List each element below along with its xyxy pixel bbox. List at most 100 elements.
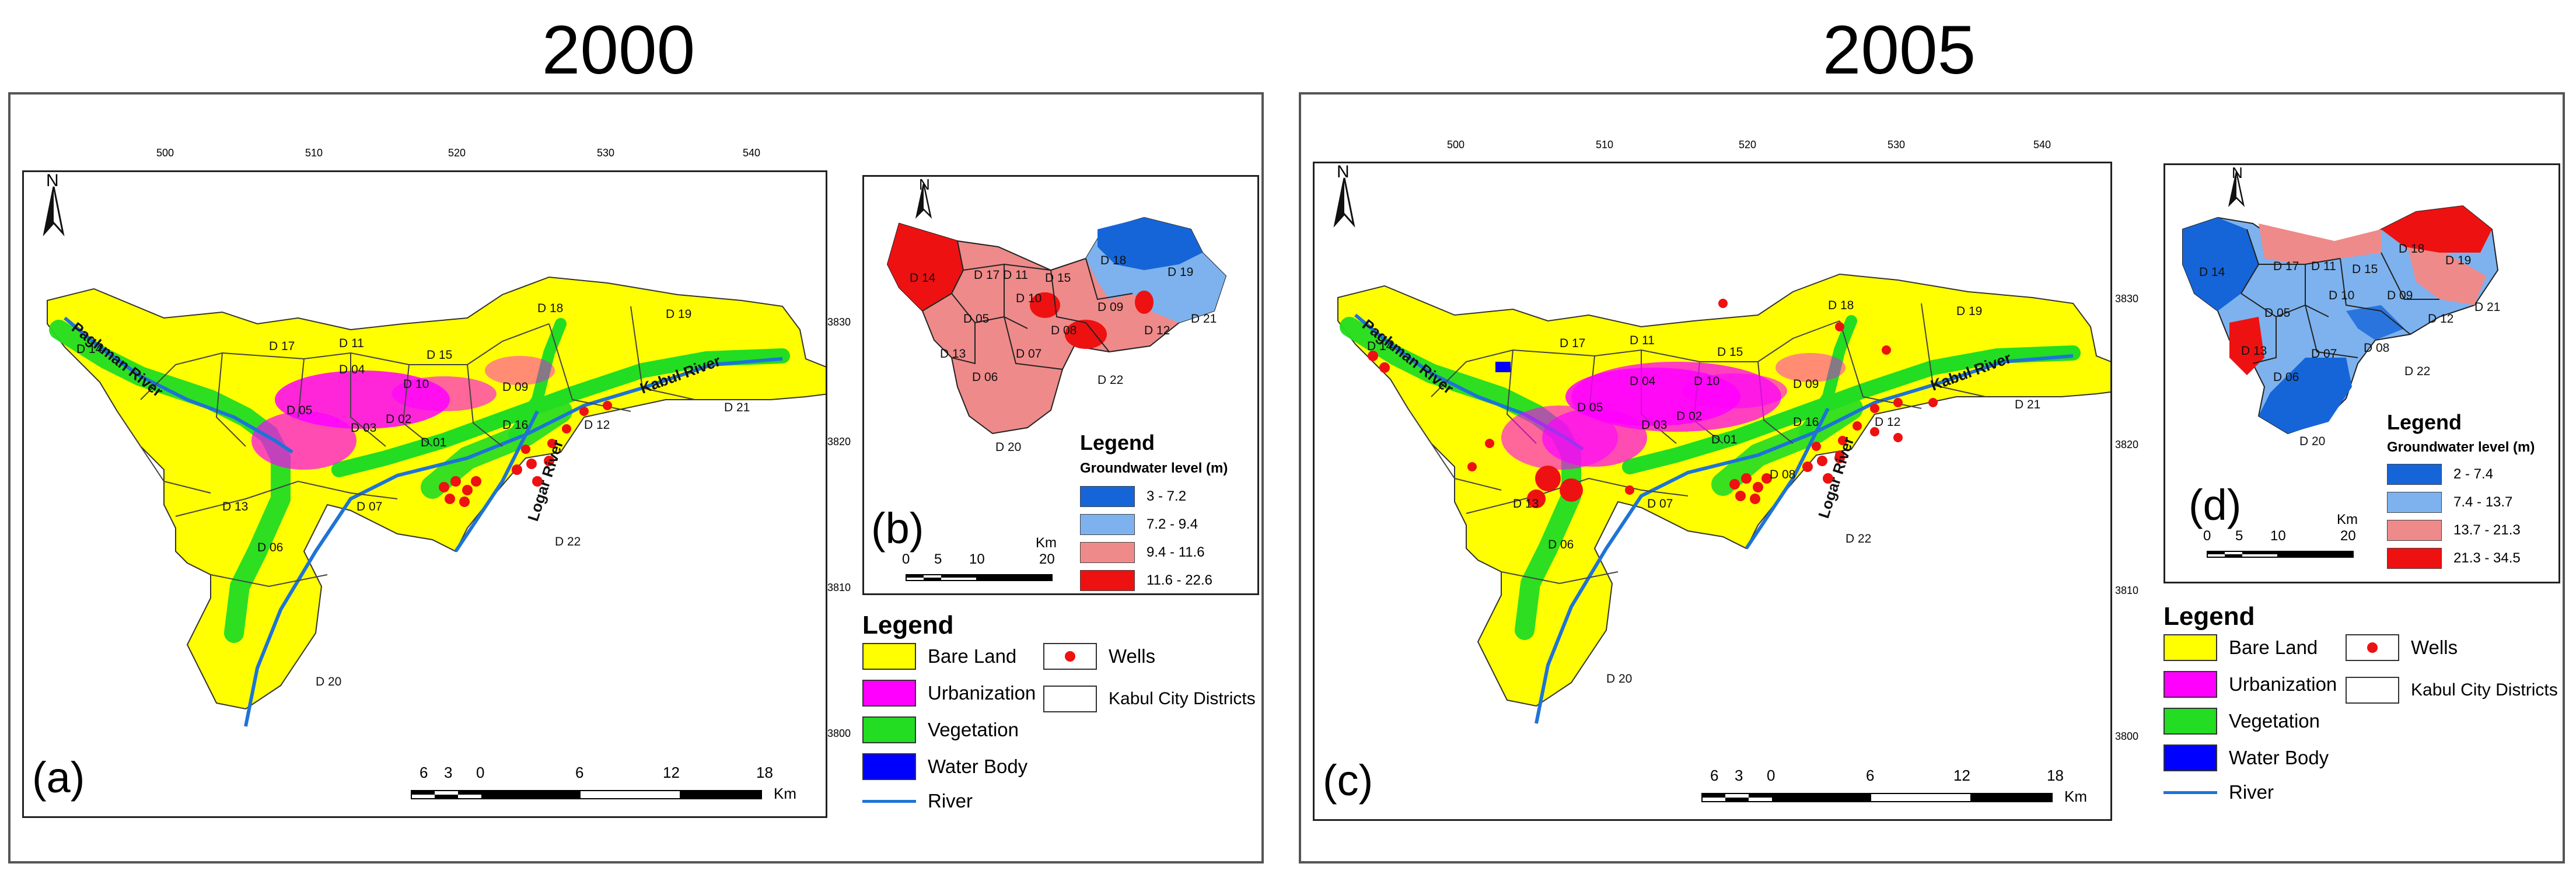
district-label: D 13 bbox=[940, 347, 966, 361]
scale-label: 6 bbox=[420, 764, 428, 781]
title-2000: 2000 bbox=[541, 12, 695, 89]
district-label: D 21 bbox=[2474, 300, 2500, 314]
district-label: D 15 bbox=[427, 348, 452, 362]
swatch bbox=[862, 716, 916, 743]
top-tick: 500 bbox=[1447, 139, 1465, 151]
district-label: D 03 bbox=[1641, 418, 1667, 432]
legend-item-urbanization: Urbanization bbox=[2163, 671, 2337, 698]
district-label: D 14 bbox=[76, 342, 103, 356]
scale-label: 0 bbox=[476, 764, 485, 781]
district-label: D 20 bbox=[1606, 672, 1632, 686]
district-label: D 07 bbox=[1016, 347, 1041, 361]
river-line-icon bbox=[2163, 791, 2217, 794]
district-label: D 19 bbox=[1168, 265, 1193, 279]
landcover-map-2005-svg: N Paghman River Kabul River Logar River … bbox=[1315, 162, 2110, 819]
district-label: D 15 bbox=[1045, 271, 1071, 285]
gw-swatch bbox=[1080, 486, 1135, 507]
district-label: D 06 bbox=[257, 541, 283, 554]
legend-item-bare-land: Bare Land bbox=[2163, 634, 2318, 661]
gw-swatch bbox=[1080, 514, 1135, 535]
gw-swatch bbox=[2387, 548, 2442, 569]
district-label: D 20 bbox=[2299, 435, 2325, 448]
district-label: D 10 bbox=[403, 377, 429, 391]
district-label: D 10 bbox=[1016, 292, 1041, 305]
landcover-legend-title: Legend bbox=[2163, 602, 2255, 631]
scale-label: 3 bbox=[1735, 767, 1743, 784]
panel-letter-d: (d) bbox=[2189, 481, 2242, 529]
panel-letter-a: (a) bbox=[32, 753, 85, 802]
top-tick: 520 bbox=[448, 147, 466, 159]
scale-label: 5 bbox=[934, 551, 942, 567]
top-tick: 540 bbox=[2033, 139, 2051, 151]
top-tick: 510 bbox=[1596, 139, 1614, 151]
district-label: D 09 bbox=[1097, 300, 1123, 314]
district-label: D 09 bbox=[1793, 377, 1819, 391]
district-label: D 11 bbox=[1630, 334, 1655, 347]
scale-label: 10 bbox=[969, 551, 985, 567]
legend-item-districts: Kabul City Districts bbox=[2346, 677, 2558, 704]
gw-legend-item: 11.6 - 22.6 bbox=[1080, 570, 1212, 591]
north-arrow-icon bbox=[43, 186, 64, 235]
district-label: D 05 bbox=[286, 404, 312, 417]
district-label: D 07 bbox=[2311, 347, 2337, 361]
north-arrow-icon bbox=[1334, 177, 1355, 226]
scale-label: 0 bbox=[1767, 767, 1775, 784]
district-label: D 08 bbox=[2364, 341, 2389, 355]
district-label: D 13 bbox=[1513, 497, 1539, 511]
district-label: D 14 bbox=[1367, 340, 1393, 353]
side-tick: 3800 bbox=[2115, 730, 2139, 742]
district-label: D 04 bbox=[339, 363, 365, 376]
scale-unit: Km bbox=[2337, 512, 2358, 527]
scale-label: 18 bbox=[2047, 767, 2064, 784]
district-label: D 17 bbox=[1560, 337, 1585, 350]
district-label: D 18 bbox=[1828, 299, 1854, 312]
district-label: D 15 bbox=[1717, 345, 1743, 359]
district-label: D 09 bbox=[502, 380, 528, 394]
gw-legend-item: 3 - 7.2 bbox=[1080, 486, 1186, 507]
river-line-icon bbox=[862, 799, 916, 803]
side-tick: 3820 bbox=[2115, 439, 2139, 450]
legend-item-bare-land: Bare Land bbox=[862, 643, 1016, 670]
scale-label: 6 bbox=[1866, 767, 1875, 784]
scale-label: 10 bbox=[2270, 528, 2286, 544]
legend-item-water-body: Water Body bbox=[2163, 744, 2329, 771]
top-tick: 530 bbox=[597, 147, 615, 159]
groundwater-map-2000-svg: N D 14 D 17 D 11 D 15 D 18 D 19 D 10 D 0… bbox=[887, 176, 1226, 454]
district-label: D 14 bbox=[2199, 265, 2225, 279]
district-label: D 16 bbox=[502, 418, 528, 432]
gw-legend-item: 7.2 - 9.4 bbox=[1080, 514, 1198, 535]
district-label: D 16 bbox=[1793, 415, 1819, 429]
district-label: D 12 bbox=[2428, 312, 2453, 326]
gw-legend-item: 21.3 - 34.5 bbox=[2387, 548, 2521, 569]
swatch bbox=[2163, 708, 2217, 735]
swatch bbox=[2163, 671, 2217, 698]
well-dot-icon bbox=[1065, 651, 1075, 662]
scale-label: 12 bbox=[663, 764, 680, 781]
district-label: D 01 bbox=[421, 436, 446, 449]
district-label: D 09 bbox=[2387, 289, 2413, 302]
legend-item-vegetation: Vegetation bbox=[862, 716, 1019, 743]
panel-letter-c: (c) bbox=[1323, 756, 1373, 805]
scale-label: 20 bbox=[2340, 528, 2356, 544]
district-label: D 05 bbox=[2264, 306, 2290, 320]
district-label: D 17 bbox=[974, 268, 999, 282]
top-tick: 530 bbox=[1888, 139, 1906, 151]
gw-legend-title: Legend bbox=[2387, 410, 2462, 434]
gw-scale-bar bbox=[906, 574, 1053, 581]
district-label: D 05 bbox=[1577, 401, 1603, 414]
district-label: D 07 bbox=[1647, 497, 1673, 511]
district-label: D 18 bbox=[537, 302, 563, 315]
landcover-map-2005: N Paghman River Kabul River Logar River … bbox=[1313, 162, 2112, 821]
side-tick: 3820 bbox=[827, 436, 851, 448]
district-label: D 19 bbox=[1956, 305, 1982, 318]
legend-item-wells: Wells bbox=[2346, 634, 2458, 661]
gw-swatch bbox=[2387, 492, 2442, 513]
district-label: D 12 bbox=[1875, 415, 1900, 429]
district-label: D 18 bbox=[1100, 254, 1126, 267]
scale-label: 3 bbox=[444, 764, 453, 781]
district-label: D 22 bbox=[1097, 373, 1123, 387]
scale-unit: Km bbox=[2064, 788, 2087, 805]
district-label: D 22 bbox=[2404, 365, 2430, 378]
groundwater-map-2005: N D 14 D 17 D 11 D 15 D 18 D 19 D 10 D 0… bbox=[2163, 163, 2560, 583]
gw-swatch bbox=[2387, 464, 2442, 485]
